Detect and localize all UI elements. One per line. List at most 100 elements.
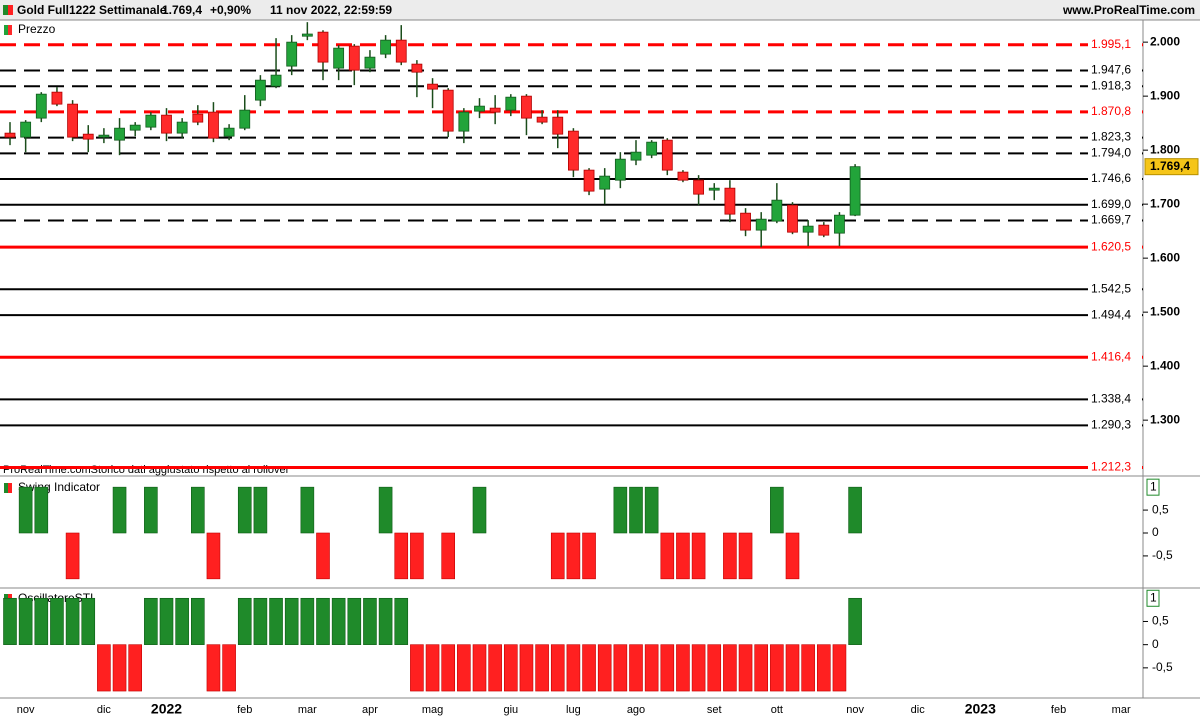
y-tick-label: -0,5 — [1152, 660, 1173, 674]
y-tick-label: 1.800 — [1150, 142, 1180, 156]
candle-body — [98, 134, 110, 138]
level-label: 1.995,1 — [1091, 37, 1131, 51]
candle-body — [20, 121, 32, 138]
icon — [4, 483, 8, 493]
candle-body — [161, 114, 172, 134]
candle-body — [474, 105, 485, 112]
bar — [848, 486, 862, 534]
x-tick-label: mar — [298, 704, 317, 716]
candle-body — [301, 33, 313, 37]
x-tick-label: ott — [771, 704, 783, 716]
candle-body — [755, 218, 767, 231]
bar — [738, 644, 753, 692]
last-price-label: 1.769,4 — [1150, 159, 1190, 173]
candle-body — [286, 41, 298, 67]
candle-body — [176, 121, 188, 134]
bar — [18, 597, 33, 645]
value-box-label: 1 — [1150, 590, 1157, 604]
level-label: 1.947,6 — [1091, 63, 1131, 77]
candle-body — [646, 141, 658, 156]
bar — [410, 532, 424, 580]
candle-body — [661, 139, 673, 171]
bar — [347, 597, 362, 645]
candle-body — [442, 89, 454, 132]
candle-body — [787, 204, 798, 233]
level-label-bg — [1088, 103, 1142, 119]
y-tick-label: 1.700 — [1150, 196, 1180, 210]
candle-body — [693, 179, 704, 195]
bar — [801, 644, 815, 692]
bar — [237, 486, 252, 534]
bar — [206, 644, 221, 692]
bar — [770, 644, 784, 692]
candle-body — [552, 116, 564, 135]
panel-title: Prezzo — [18, 22, 56, 36]
icon — [8, 25, 12, 35]
bar — [300, 486, 315, 534]
candle-body — [583, 169, 595, 192]
x-tick-label: apr — [362, 704, 378, 716]
bar — [112, 644, 127, 692]
candle-body — [239, 109, 251, 129]
bar — [34, 597, 49, 645]
level-label-bg — [1088, 391, 1142, 407]
y-tick-label: 2.000 — [1150, 34, 1180, 48]
candle-body — [4, 132, 16, 138]
bar — [3, 597, 17, 645]
bar — [535, 644, 549, 692]
x-tick-label: mar — [1112, 704, 1131, 716]
bar — [394, 532, 409, 580]
candle-body — [254, 79, 266, 101]
level-label: 1.823,3 — [1091, 130, 1131, 144]
value-box — [1146, 478, 1160, 496]
bar — [816, 644, 831, 692]
icon — [3, 5, 8, 15]
x-tick-label: feb — [237, 704, 252, 716]
x-tick-label: 2022 — [151, 701, 182, 717]
candle-body — [364, 56, 376, 69]
level-label: 1.699,0 — [1091, 197, 1131, 211]
level-label: 1.746,6 — [1091, 171, 1131, 185]
candle-body — [740, 212, 751, 231]
candle-body — [395, 39, 407, 63]
note: ProRealTime.comStorico dati aggiustato r… — [3, 464, 290, 476]
level-label-bg — [1088, 36, 1142, 52]
header-bar — [0, 0, 1200, 20]
bar — [191, 486, 205, 534]
candle-body — [35, 93, 47, 119]
level-label: 1.870,8 — [1091, 104, 1131, 118]
bar — [159, 597, 174, 645]
bar — [566, 644, 581, 692]
candle-body — [317, 31, 329, 63]
bar — [550, 644, 565, 692]
level-label: 1.212,3 — [1091, 460, 1131, 474]
bar — [378, 486, 393, 534]
x-tick-label: feb — [1051, 704, 1066, 716]
candle-body — [67, 103, 78, 138]
bar — [754, 644, 769, 692]
bar — [832, 644, 847, 692]
bar — [691, 644, 706, 692]
x-tick-label: nov — [846, 704, 864, 716]
y-tick-label: 1.400 — [1150, 358, 1180, 372]
bar — [519, 644, 534, 692]
change: +0,90% — [210, 3, 251, 17]
level-label-bg — [1088, 281, 1142, 297]
bar — [723, 532, 737, 580]
level-label-bg — [1088, 239, 1142, 255]
datetime: 11 nov 2022, 22:59:59 — [270, 3, 392, 17]
candle-body — [51, 91, 63, 105]
bar — [472, 486, 487, 534]
candle-body — [192, 113, 204, 123]
level-label-bg — [1088, 145, 1142, 161]
candle-body — [411, 63, 423, 73]
value-box-label: 1 — [1150, 479, 1157, 493]
bar — [284, 597, 299, 645]
candle-body — [677, 171, 689, 181]
level-label-bg — [1088, 417, 1142, 433]
candle-body — [380, 39, 392, 55]
y-tick-label: 0 — [1152, 637, 1159, 651]
candle-body — [614, 158, 626, 181]
bar — [629, 486, 643, 534]
